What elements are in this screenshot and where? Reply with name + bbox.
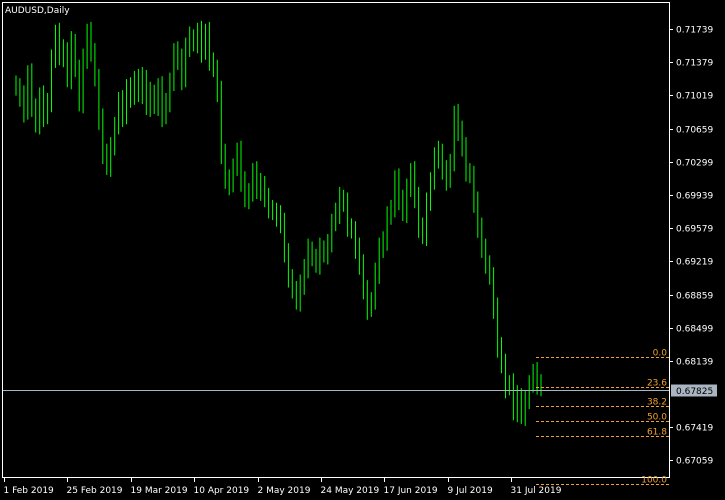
current-price-label-bg: [671, 384, 717, 397]
fib-level-label: 100.0: [641, 476, 667, 486]
x-tick-label: 31 Jul 2019: [511, 486, 562, 496]
fibonacci-retracement[interactable]: 0.0 23.6 38.2 50.0 61.8 100.0: [536, 349, 669, 486]
x-tick-label: 1 Feb 2019: [4, 486, 55, 496]
x-tick-label: 19 Mar 2019: [131, 486, 188, 496]
x-tick-label: 10 Apr 2019: [194, 486, 250, 496]
y-tick-label: 0.67059: [676, 457, 713, 467]
x-tick-label: 2 May 2019: [258, 486, 311, 496]
time-axis: 1 Feb 2019 25 Feb 2019 19 Mar 2019 10 Apr 2…: [4, 477, 562, 496]
plot-frame: [2, 2, 670, 478]
fib-level-label: 38.2: [647, 398, 667, 408]
chart-title: AUDUSD,Daily: [5, 6, 70, 16]
y-tick-label: 0.68139: [676, 358, 713, 368]
x-tick-label: 17 Jun 2019: [384, 486, 438, 496]
y-tick-label: 0.69219: [676, 258, 713, 268]
y-tick-label: 0.68499: [676, 325, 713, 335]
y-tick-label: 0.69939: [676, 192, 713, 202]
y-tick-label: 0.70299: [676, 159, 713, 169]
y-tick-label: 0.67419: [676, 424, 713, 434]
candles-layer: [15, 20, 542, 426]
y-tick-label: 0.71019: [676, 92, 713, 102]
fib-level-label: 0.0: [653, 349, 668, 359]
price-axis: 0.71739 0.71379 0.71019 0.70659 0.70299 0.699…: [669, 26, 717, 467]
fib-level-label: 23.6: [647, 379, 667, 389]
y-tick-label: 0.69579: [676, 225, 713, 235]
y-tick-label: 0.68859: [676, 292, 713, 302]
x-tick-label: 25 Feb 2019: [67, 486, 123, 496]
x-tick-label: 9 Jul 2019: [448, 486, 493, 496]
fib-level-label: 61.8: [647, 428, 667, 438]
y-tick-label: 0.70659: [676, 126, 713, 136]
y-tick-label: 0.71379: [676, 59, 713, 69]
current-price-label: 0.67825: [676, 387, 713, 397]
y-tick-label: 0.71739: [676, 26, 713, 36]
x-tick-label: 24 May 2019: [321, 486, 380, 496]
fib-level-label: 50.0: [647, 413, 667, 423]
